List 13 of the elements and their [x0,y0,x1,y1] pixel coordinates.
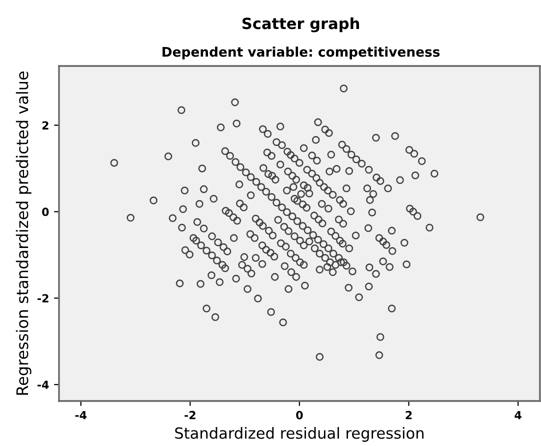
y-tick-label: 0 [42,208,49,216]
x-axis-title: Standardized residual regression [175,427,424,442]
x-tick-label: -4 [75,411,87,420]
chart-title: Scatter graph [242,17,359,32]
y-tick-label: 2 [42,121,48,130]
x-tick-label: 0 [296,410,303,420]
y-axis-title: Regression standardized predicted value [16,72,32,395]
y-tick-label: -2 [38,294,48,302]
y-tick-label: -4 [38,380,49,389]
chart-subtitle: Dependent variable: competitiveness [162,46,440,60]
x-tick-label: -2 [184,410,196,420]
x-tick-label: 2 [406,410,412,420]
x-tick-label: 4 [514,411,522,420]
